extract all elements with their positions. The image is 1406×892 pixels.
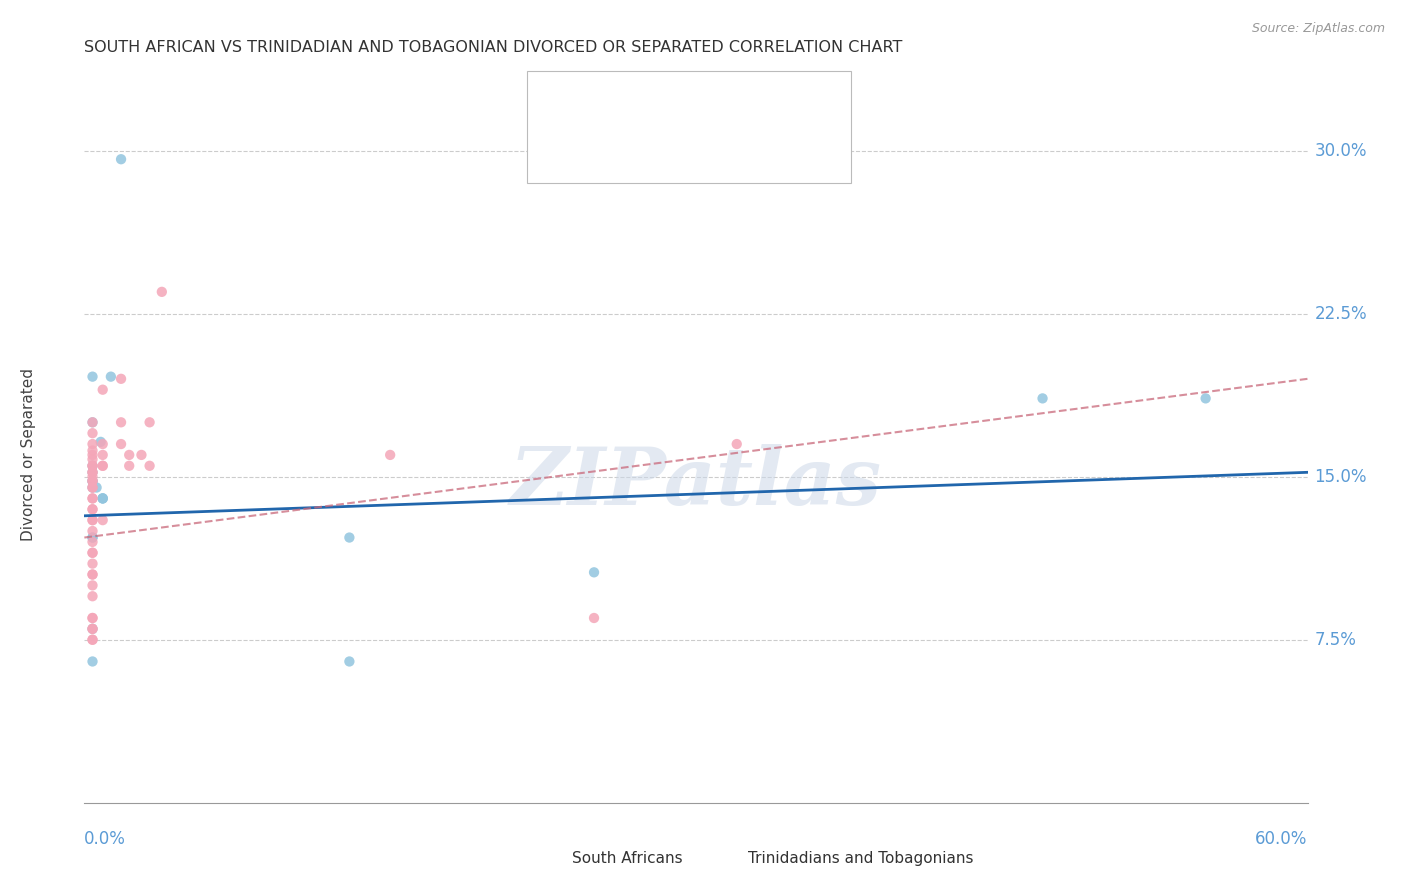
Point xyxy=(110,152,132,166)
Point xyxy=(110,415,132,429)
Point xyxy=(91,491,114,506)
Text: Source: ZipAtlas.com: Source: ZipAtlas.com xyxy=(1251,22,1385,36)
Point xyxy=(82,632,104,647)
Point xyxy=(82,474,104,488)
Point xyxy=(82,415,104,429)
Text: R =: R = xyxy=(588,93,624,111)
Text: 30.0%: 30.0% xyxy=(1315,142,1367,160)
Point xyxy=(582,566,605,580)
Point xyxy=(82,466,104,480)
Point xyxy=(138,415,160,429)
Text: 55: 55 xyxy=(721,144,744,161)
Point xyxy=(82,622,104,636)
Text: 0.103: 0.103 xyxy=(627,93,679,111)
Text: 0.348: 0.348 xyxy=(627,144,679,161)
Point xyxy=(82,458,104,473)
Point xyxy=(82,513,104,527)
Point xyxy=(91,458,114,473)
Point xyxy=(86,481,108,495)
Point xyxy=(91,513,114,527)
Point xyxy=(582,611,605,625)
Point xyxy=(82,443,104,458)
Point xyxy=(82,632,104,647)
Point xyxy=(82,452,104,467)
Point xyxy=(82,491,104,506)
Point xyxy=(91,491,114,506)
Text: 15.0%: 15.0% xyxy=(1315,467,1367,485)
Point xyxy=(82,474,104,488)
Point xyxy=(82,458,104,473)
Point xyxy=(82,474,104,488)
Point xyxy=(82,589,104,603)
Text: 22.5%: 22.5% xyxy=(1315,304,1367,323)
Point xyxy=(339,655,360,669)
Point xyxy=(82,369,104,384)
Point xyxy=(82,474,104,488)
Point xyxy=(82,448,104,462)
Point xyxy=(82,426,104,441)
Point xyxy=(82,622,104,636)
Point xyxy=(82,491,104,506)
Point xyxy=(82,557,104,571)
Point xyxy=(82,481,104,495)
Point xyxy=(82,502,104,516)
Text: R =: R = xyxy=(588,144,624,161)
Point xyxy=(82,567,104,582)
Point xyxy=(82,524,104,538)
Point xyxy=(131,448,153,462)
Point xyxy=(339,531,360,545)
Point xyxy=(82,415,104,429)
Point xyxy=(91,383,114,397)
Point xyxy=(110,437,132,451)
Text: 7.5%: 7.5% xyxy=(1315,631,1357,648)
Text: N =: N = xyxy=(679,93,727,111)
Point xyxy=(82,546,104,560)
Point xyxy=(91,448,114,462)
Text: South Africans: South Africans xyxy=(572,852,683,866)
Point xyxy=(82,458,104,473)
Point xyxy=(118,448,141,462)
Text: 60.0%: 60.0% xyxy=(1256,830,1308,847)
Point xyxy=(82,546,104,560)
Text: 0.0%: 0.0% xyxy=(84,830,127,847)
Point xyxy=(82,531,104,545)
Point xyxy=(91,491,114,506)
Text: SOUTH AFRICAN VS TRINIDADIAN AND TOBAGONIAN DIVORCED OR SEPARATED CORRELATION CH: SOUTH AFRICAN VS TRINIDADIAN AND TOBAGON… xyxy=(84,40,903,55)
Point xyxy=(82,567,104,582)
Point xyxy=(82,502,104,516)
Text: Trinidadians and Tobagonians: Trinidadians and Tobagonians xyxy=(748,852,973,866)
Point xyxy=(82,481,104,495)
Point xyxy=(82,469,104,483)
Point xyxy=(91,437,114,451)
Text: N =: N = xyxy=(679,144,727,161)
Point xyxy=(82,655,104,669)
Point xyxy=(82,513,104,527)
Point xyxy=(82,578,104,592)
Point xyxy=(82,466,104,480)
Point xyxy=(82,611,104,625)
Point xyxy=(82,622,104,636)
Point xyxy=(100,369,122,384)
Point xyxy=(82,611,104,625)
Point xyxy=(725,437,748,451)
Point xyxy=(110,372,132,386)
Point xyxy=(138,458,160,473)
Text: ZIPatlas: ZIPatlas xyxy=(510,444,882,522)
Point xyxy=(82,466,104,480)
Point xyxy=(82,481,104,495)
Point xyxy=(150,285,173,299)
Point xyxy=(1032,392,1054,406)
Point xyxy=(82,531,104,545)
Text: Divorced or Separated: Divorced or Separated xyxy=(21,368,35,541)
Text: 25: 25 xyxy=(721,93,744,111)
Point xyxy=(91,458,114,473)
Point xyxy=(82,535,104,549)
Point xyxy=(82,437,104,451)
Point xyxy=(118,458,141,473)
Point xyxy=(1195,392,1218,406)
Point xyxy=(380,448,402,462)
Point xyxy=(90,434,112,449)
